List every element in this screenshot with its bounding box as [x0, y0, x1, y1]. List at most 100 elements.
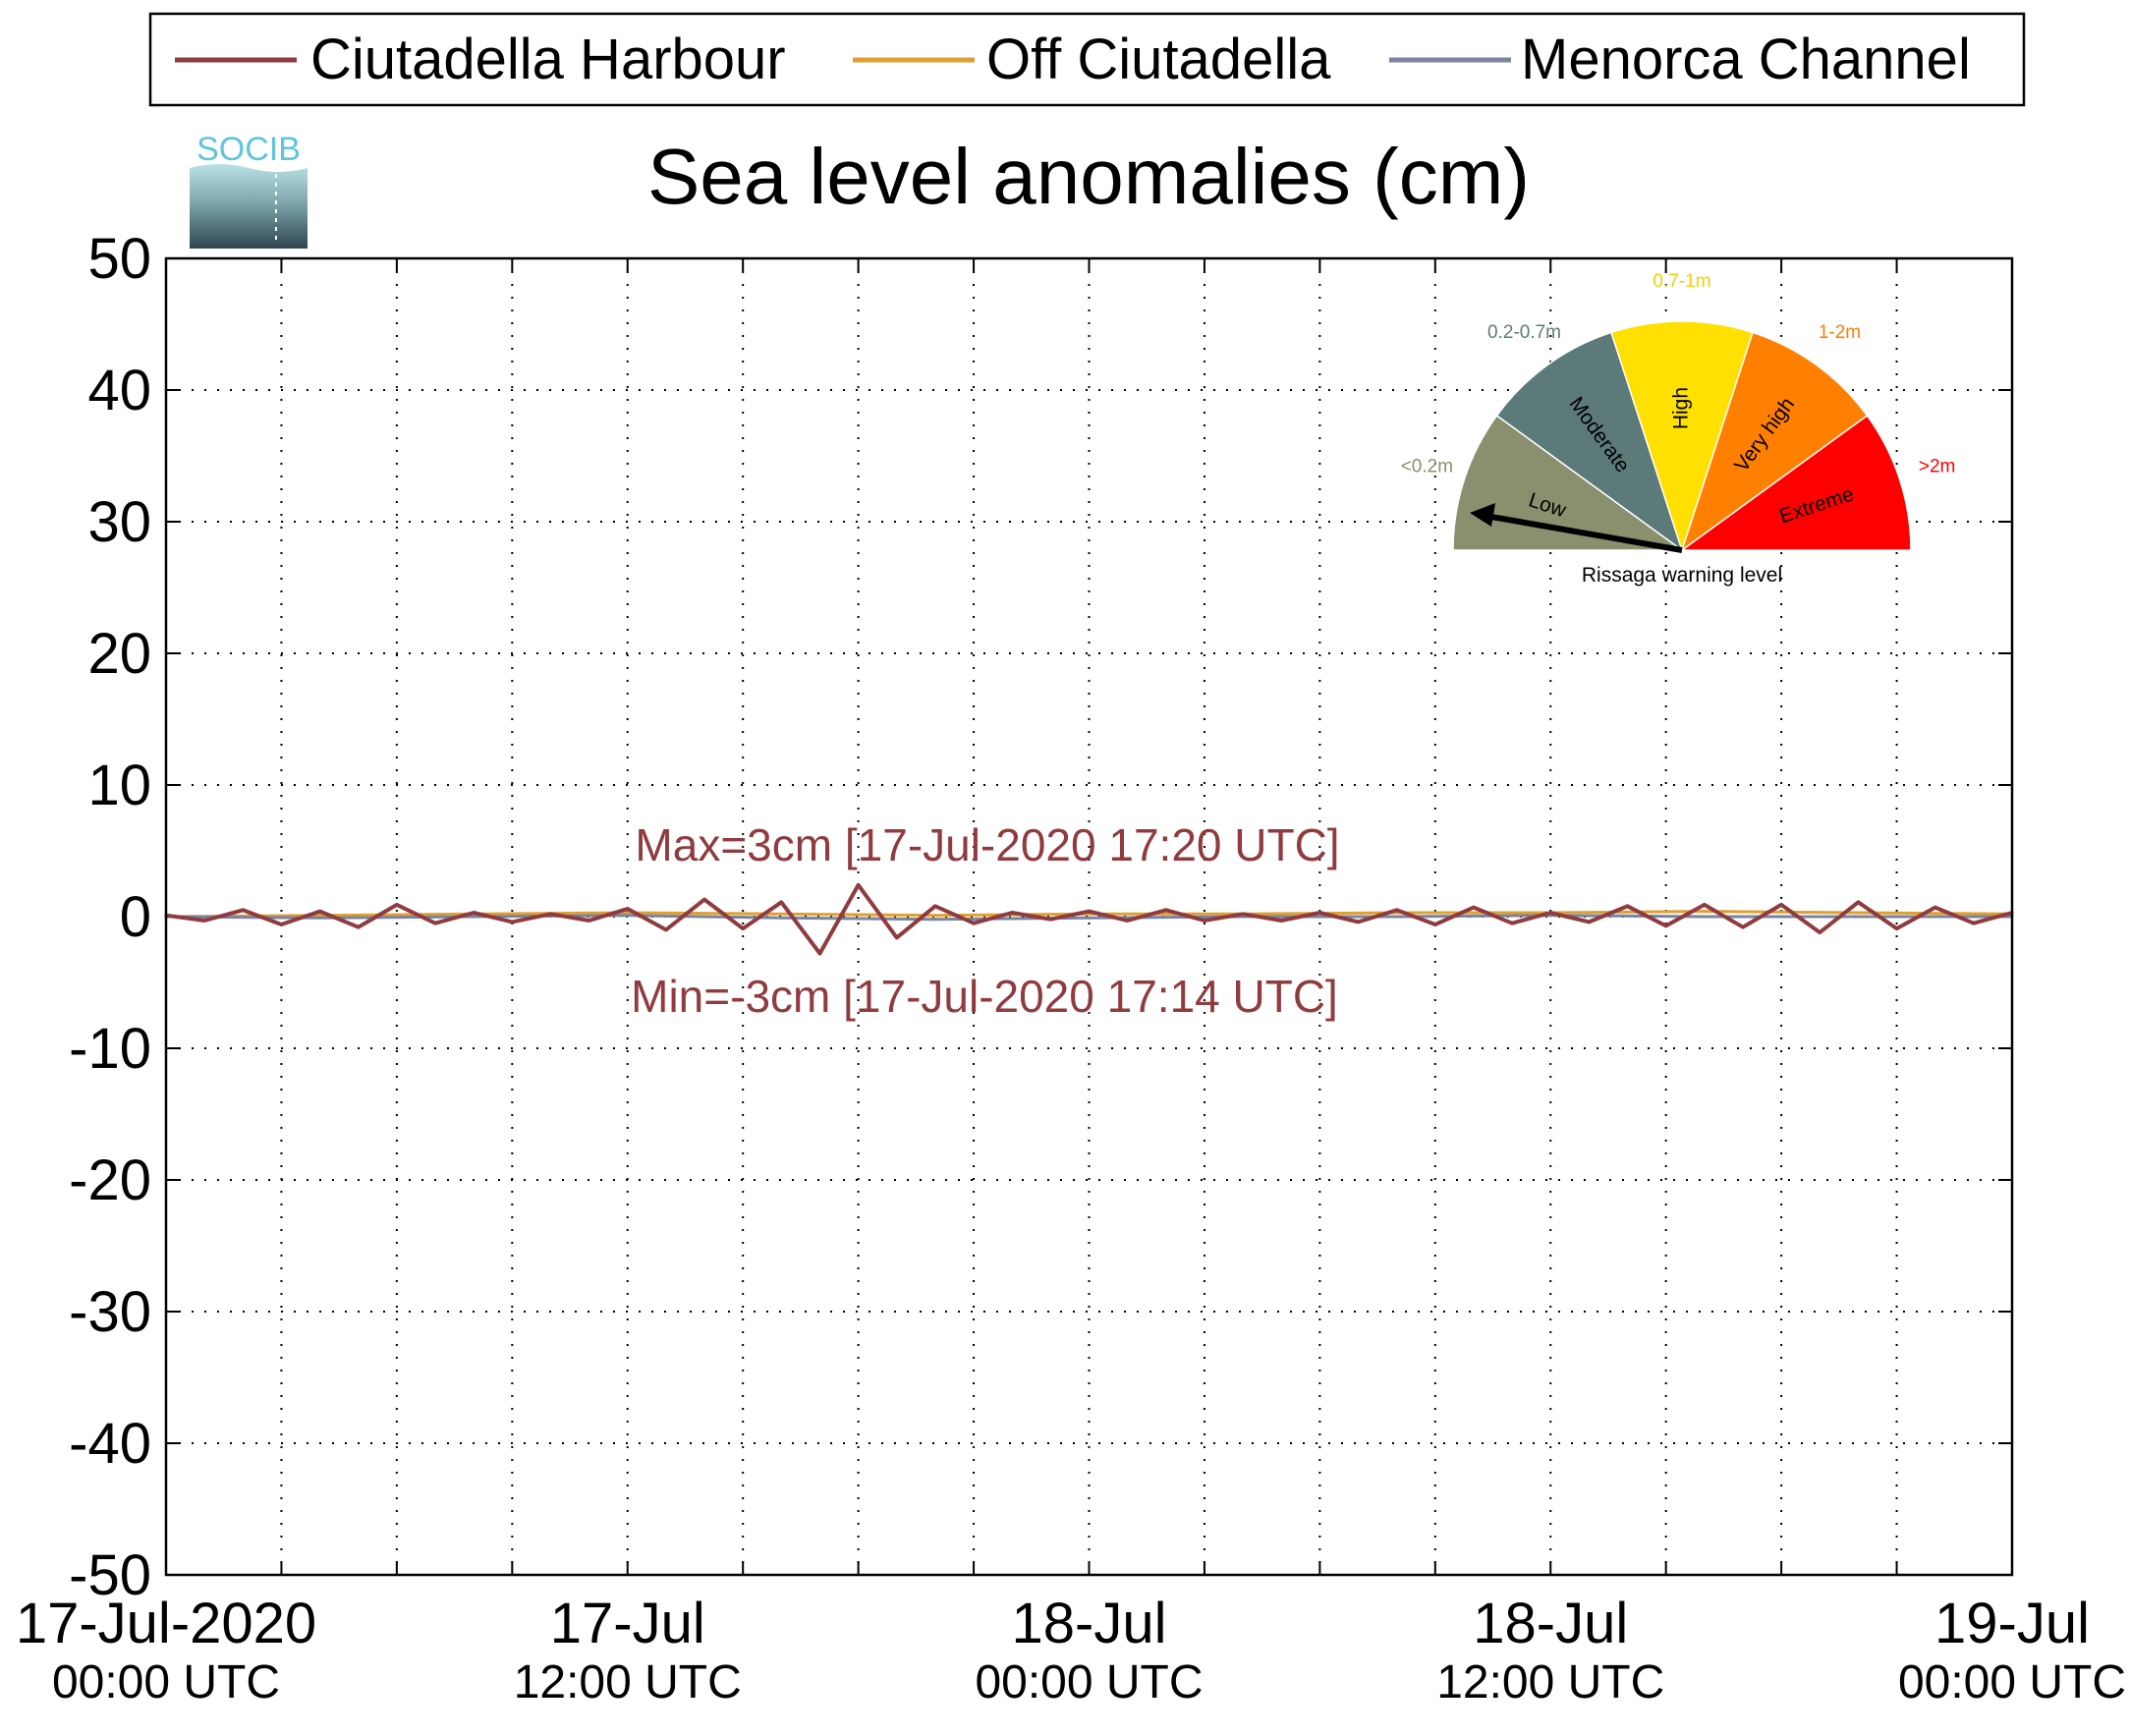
series-point	[1856, 915, 1860, 919]
gauge-segment-very-high	[1680, 331, 1869, 552]
series-point	[1010, 911, 1014, 915]
series-point	[933, 918, 937, 922]
series-point	[933, 904, 937, 908]
series-point	[1510, 922, 1514, 925]
y-tick-label: 0	[120, 885, 151, 949]
series-point	[1203, 919, 1206, 923]
x-tick-label-date: 18-Jul	[1473, 1592, 1628, 1655]
legend-label-off-ciutadella: Off Ciutadella	[986, 28, 1331, 91]
series-point	[1357, 920, 1361, 924]
chart-title: Sea level anomalies (cm)	[647, 133, 1530, 220]
gauge-range-label: >2m	[1919, 457, 1956, 477]
series-point	[817, 952, 821, 956]
series-point	[588, 919, 591, 923]
max-annotation: Max=3cm [17-Jul-2020 17:20 UTC]	[635, 819, 1339, 870]
series-point	[241, 908, 245, 912]
series-point	[548, 912, 552, 916]
series-point	[626, 914, 630, 918]
series-point	[741, 926, 745, 930]
y-tick-label: -10	[69, 1017, 151, 1081]
gauge-needle	[1485, 513, 1683, 553]
series-point	[1856, 911, 1860, 915]
y-tick-label: 40	[87, 359, 151, 422]
y-tick-label: -50	[69, 1543, 151, 1607]
series-point	[433, 922, 437, 925]
series-point	[357, 925, 361, 929]
series-point	[1088, 916, 1091, 920]
series-point	[1164, 908, 1168, 912]
series-point	[1741, 925, 1745, 929]
series-point	[202, 919, 206, 923]
socib-logo: SOCIB	[190, 131, 308, 249]
x-tick-label-date: 18-Jul	[1012, 1592, 1167, 1655]
x-tick-label-date: 17-Jul-2020	[16, 1592, 316, 1655]
series-point	[1703, 910, 1707, 914]
x-tick-label-time: 12:00 UTC	[1436, 1656, 1664, 1708]
gauge-needle-tip	[1470, 503, 1495, 527]
min-annotation: Min=-3cm [17-Jul-2020 17:14 UTC]	[631, 971, 1338, 1022]
series-point	[1703, 915, 1707, 919]
series-lines	[164, 882, 2014, 956]
y-axis-ticks: 50 40 30 20 10 0 -10 -20 -30 -40 -50	[69, 227, 2012, 1607]
series-point	[1587, 920, 1591, 924]
gauge-range-label: <0.2m	[1401, 457, 1453, 477]
series-point	[510, 920, 514, 924]
series-point	[1933, 906, 1937, 910]
x-tick-label-time: 00:00 UTC	[975, 1656, 1203, 1708]
series-point	[318, 914, 322, 918]
gauge-title: Rissaga warning level	[1582, 564, 1782, 587]
series-point	[857, 883, 861, 887]
series-point	[1472, 906, 1476, 910]
series-point	[1895, 926, 1899, 930]
x-tick-label-date: 17-Jul	[550, 1592, 705, 1655]
series-point	[472, 911, 476, 915]
legend-label-ciutadella-harbour: Ciutadella Harbour	[310, 28, 786, 91]
series-point	[895, 935, 899, 939]
series-point	[1317, 911, 1321, 915]
series-point	[1548, 911, 1552, 915]
legend-label-menorca-channel: Menorca Channel	[1521, 28, 1971, 91]
legend: Ciutadella Harbour Off Ciutadella Menorc…	[148, 12, 2026, 107]
y-tick-label: 30	[87, 490, 151, 554]
gauge-segment-moderate	[1495, 331, 1684, 552]
series-point	[395, 903, 399, 907]
series-point	[664, 927, 668, 931]
gauge-segment-high	[1610, 320, 1754, 553]
series-point	[1703, 903, 1707, 907]
series-point	[933, 914, 937, 918]
legend-box	[148, 12, 2026, 107]
gauge-segment-extreme	[1679, 414, 1912, 551]
y-tick-label: 50	[87, 227, 151, 291]
x-tick-label-time: 00:00 UTC	[1898, 1656, 2126, 1708]
series-point	[1279, 919, 1283, 923]
series-point	[318, 916, 322, 920]
series-point	[1126, 919, 1130, 923]
gauge-segment-low	[1452, 414, 1685, 551]
x-tick-label-time: 00:00 UTC	[52, 1656, 280, 1708]
series-point	[1779, 903, 1783, 907]
plot-frame	[164, 256, 2014, 1577]
y-tick-label: -30	[69, 1280, 151, 1344]
series-point	[279, 923, 283, 926]
x-tick-label-time: 12:00 UTC	[514, 1656, 742, 1708]
series-point	[1048, 918, 1052, 922]
series-point	[472, 915, 476, 919]
gauge-range-label: 0.2-0.7m	[1487, 322, 1561, 343]
y-tick-label: -20	[69, 1148, 151, 1212]
series-point	[1395, 908, 1399, 912]
y-tick-label: -40	[69, 1412, 151, 1476]
series-point	[779, 900, 783, 904]
series-point	[1972, 922, 1976, 925]
y-tick-label: 10	[87, 754, 151, 817]
series-point	[1395, 915, 1399, 919]
series-point	[626, 907, 630, 911]
gauge-range-label: 1-2m	[1819, 322, 1861, 343]
series-point	[779, 912, 783, 916]
series-point	[626, 911, 630, 915]
series-point	[1626, 904, 1630, 908]
